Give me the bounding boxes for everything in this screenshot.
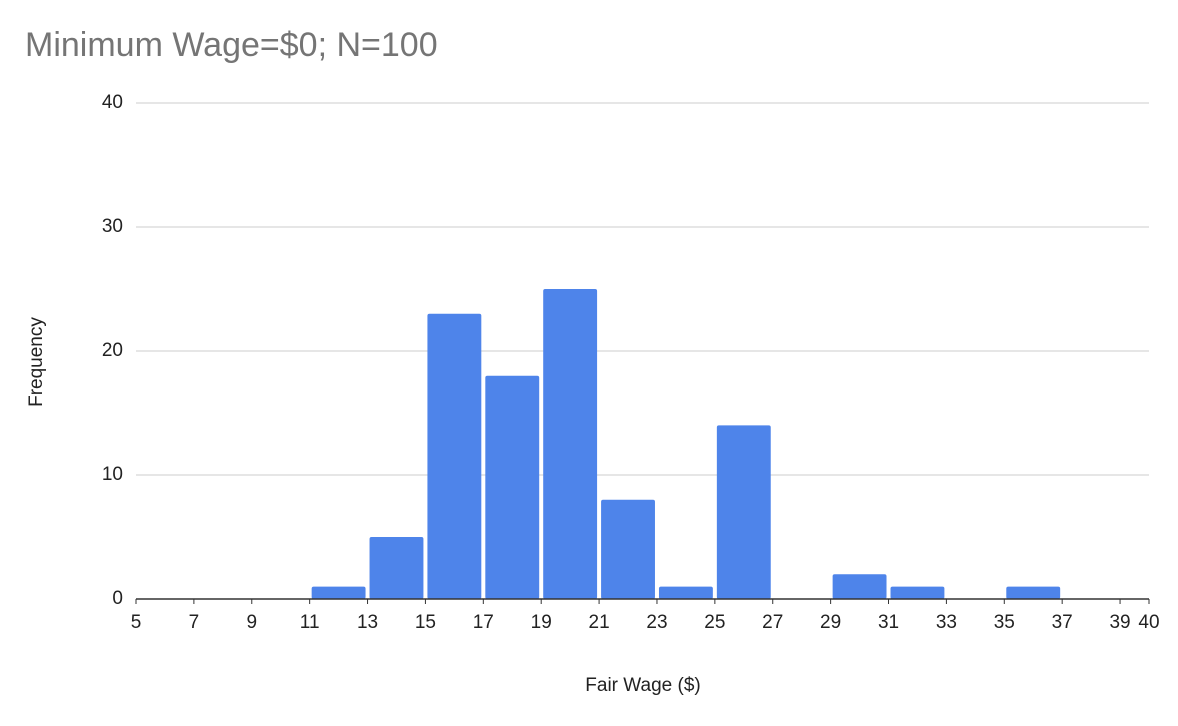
x-tick-label: 33 [936,612,957,633]
bar [1006,586,1061,599]
x-tick-label: 19 [531,612,552,633]
y-tick-label: 0 [112,588,123,609]
x-tick-label: 29 [820,612,841,633]
y-tick-label: 10 [102,464,123,485]
x-axis-label: Fair Wage ($) [585,675,700,696]
bar [832,574,887,599]
x-tick-label: 27 [762,612,783,633]
x-tick-label: 11 [300,612,320,633]
bar [716,425,771,599]
x-tick-label: 5 [131,612,142,633]
x-tick-label: 25 [704,612,725,633]
bar [311,586,366,599]
bar [543,289,598,599]
y-tick-label: 40 [102,92,123,113]
x-tick-label: 17 [473,612,494,633]
bar [485,375,540,599]
x-tick-label: 9 [246,612,257,633]
bar [658,586,713,599]
x-tick-label: 15 [415,612,436,633]
bar [427,313,482,599]
x-tick-label: 40 [1138,612,1159,633]
y-tick-label: 30 [102,216,123,237]
bar [369,537,424,599]
bar [601,499,655,599]
x-tick-label: 21 [589,612,610,633]
chart-title: Minimum Wage=$0; N=100 [25,26,438,64]
x-tick-label: 13 [357,612,378,633]
x-tick-label: 37 [1052,612,1073,633]
y-axis-label: Frequency [26,317,47,407]
x-tick-label: 23 [646,612,667,633]
x-tick-label: 39 [1109,612,1130,633]
x-tick-label: 7 [189,612,200,633]
x-tick-label: 31 [878,612,899,633]
y-tick-label: 20 [102,340,123,361]
x-tick-label: 35 [994,612,1015,633]
bar [890,586,945,599]
